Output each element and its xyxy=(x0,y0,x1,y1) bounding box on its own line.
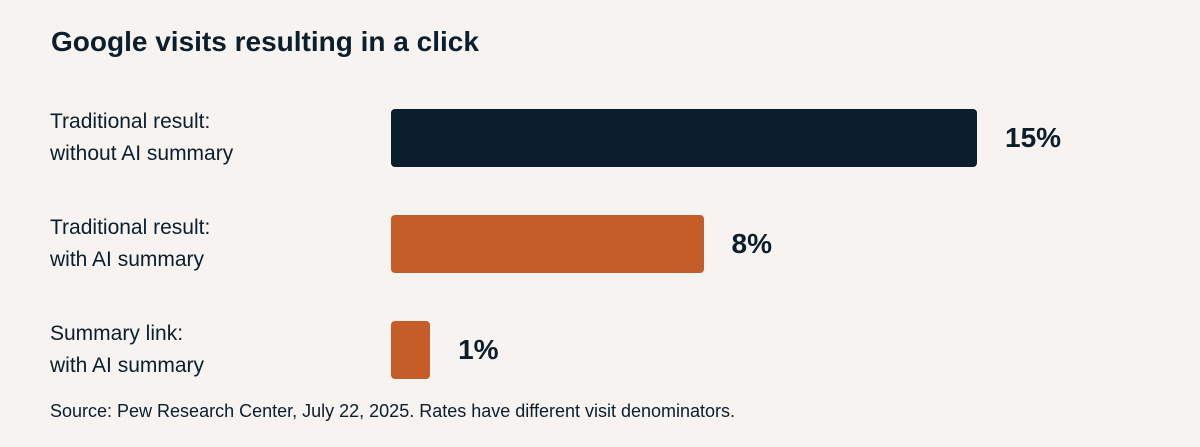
category-label: Summary link: with AI summary xyxy=(50,320,204,380)
category-label-line: with AI summary xyxy=(50,248,205,271)
category-label: Traditional result: without AI summary xyxy=(50,108,233,168)
chart-title: Google visits resulting in a click xyxy=(51,26,479,57)
value-label: 15% xyxy=(1005,122,1062,153)
value-label: 8% xyxy=(731,228,772,259)
category-label-line: with AI summary xyxy=(50,354,205,377)
category-label-line: Traditional result: xyxy=(50,216,211,239)
bar-row: Traditional result: without AI summary 15% xyxy=(0,108,1200,168)
category-label-line: Traditional result: xyxy=(50,110,211,133)
bar xyxy=(391,321,431,379)
category-label: Traditional result: with AI summary xyxy=(50,214,210,274)
bar-row: Summary link: with AI summary 1% xyxy=(0,320,1200,380)
bar xyxy=(391,215,704,273)
source-note: Source: Pew Research Center, July 22, 20… xyxy=(50,401,736,421)
category-label-line: Summary link: xyxy=(50,322,184,345)
bar xyxy=(391,109,977,167)
category-label-line: without AI summary xyxy=(50,142,234,165)
value-label: 1% xyxy=(458,334,499,365)
bar-row: Traditional result: with AI summary 8% xyxy=(0,214,1200,274)
